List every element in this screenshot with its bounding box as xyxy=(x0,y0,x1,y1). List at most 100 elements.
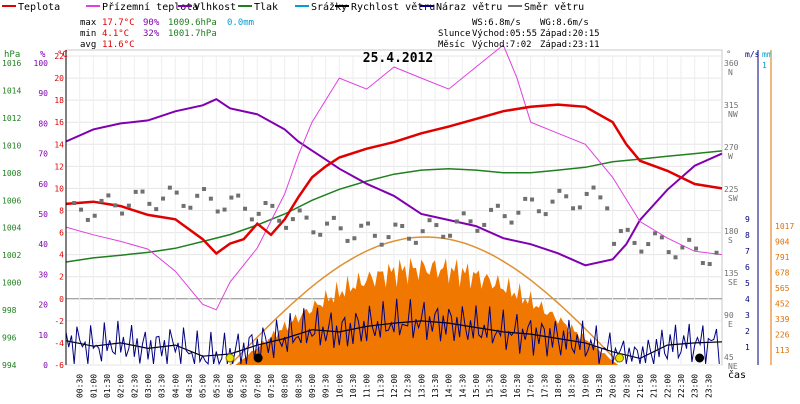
unit-time: čas xyxy=(728,369,746,381)
wind-direction-point xyxy=(270,203,275,208)
hum-tick-label: 10 xyxy=(38,331,48,340)
wind-direction-point xyxy=(598,195,603,200)
time-tick-label: 18:00 xyxy=(554,374,563,398)
stat-min-temp: 4.1°C xyxy=(102,29,129,39)
wind-direction-point xyxy=(495,203,500,208)
time-tick-label: 10:00 xyxy=(335,374,344,398)
wind-direction-point xyxy=(379,242,384,247)
hum-tick-label: 30 xyxy=(38,270,48,279)
stat-moon-set: Západ:23:11 xyxy=(540,40,600,50)
dir-tick-deg: 315 xyxy=(724,101,739,110)
wind-direction-point xyxy=(454,219,459,224)
ms-tick-label: 5 xyxy=(745,279,750,288)
wind-direction-point xyxy=(413,240,418,245)
wind-direction-point xyxy=(509,220,514,225)
temp-tick-label: 4 xyxy=(59,251,64,260)
time-tick-label: 06:00 xyxy=(226,374,235,398)
hum-tick-label: 100 xyxy=(34,59,49,68)
wind-direction-point xyxy=(632,240,637,245)
time-tick-label: 20:00 xyxy=(609,374,618,398)
ms-tick-label: 8 xyxy=(745,231,750,240)
wind-direction-point xyxy=(325,221,330,226)
temp-tick-label: 16 xyxy=(54,118,64,127)
stat-wg: WG:8.6m/s xyxy=(540,18,589,28)
wind-direction-point xyxy=(345,238,350,243)
legend-naraz: Náraz větru xyxy=(436,1,502,13)
time-tick-label: 13:30 xyxy=(431,374,440,398)
mm-top-tick: 1 xyxy=(762,61,767,70)
wind-direction-point xyxy=(407,236,412,241)
axis-layer: 2220181614121086420-2-4-6100908070605040… xyxy=(2,50,794,398)
dir-tick-deg: 135 xyxy=(724,269,739,278)
wind-direction-point xyxy=(502,214,507,219)
time-tick-label: 11:30 xyxy=(376,374,385,398)
wm2-tick-label: 339 xyxy=(775,315,790,324)
wind-direction-point xyxy=(338,226,343,231)
wind-direction-point xyxy=(434,223,439,228)
wind-direction-point xyxy=(441,234,446,239)
hum-tick-label: 0 xyxy=(43,361,48,370)
wind-direction-point xyxy=(188,205,193,210)
dir-tick-deg: 360 xyxy=(724,59,739,68)
dir-tick-name: S xyxy=(728,236,733,245)
wind-direction-point xyxy=(304,215,309,220)
wind-direction-point xyxy=(92,213,97,218)
stat-avg-label: avg xyxy=(80,40,96,50)
series-wind-gust xyxy=(65,298,720,366)
solar-area xyxy=(235,257,619,365)
wind-direction-point xyxy=(181,203,186,208)
time-tick-label: 19:00 xyxy=(581,374,590,398)
wind-direction-point xyxy=(707,262,712,267)
wind-direction-point xyxy=(120,211,125,216)
stat-ws: WS:6.8m/s xyxy=(472,18,521,28)
wind-direction-point xyxy=(577,205,582,210)
ms-tick-label: 9 xyxy=(745,215,750,224)
wind-direction-point xyxy=(557,188,562,193)
stat-min-hum: 32% xyxy=(143,29,160,39)
wind-direction-point xyxy=(331,215,336,220)
time-tick-label: 03:30 xyxy=(158,374,167,398)
dir-tick-deg: 45 xyxy=(724,353,734,362)
wind-direction-point xyxy=(106,193,111,198)
time-tick-label: 06:30 xyxy=(240,374,249,398)
stats-block: max 17.7°C 90% 1009.6hPa 0.0mm min 4.1°C… xyxy=(80,18,600,50)
series-layer xyxy=(65,44,723,366)
wm2-tick-label: 678 xyxy=(775,269,790,278)
dir-tick-deg: 90 xyxy=(724,311,734,320)
dir-tick-name: NE xyxy=(728,362,738,371)
time-tick-label: 12:30 xyxy=(404,374,413,398)
wind-direction-point xyxy=(536,209,541,214)
wind-direction-point xyxy=(318,232,323,237)
hum-tick-label: 80 xyxy=(38,119,48,128)
time-tick-label: 20:30 xyxy=(622,374,631,398)
stat-moon-rise: Východ:7:02 xyxy=(472,40,532,50)
wind-direction-point xyxy=(154,207,159,212)
wm2-tick-label: 904 xyxy=(775,238,790,247)
wind-direction-point xyxy=(420,229,425,234)
ms-tick-label: 2 xyxy=(745,327,750,336)
wind-direction-point xyxy=(366,221,371,226)
hpa-tick-label: 996 xyxy=(2,334,17,343)
ms-tick-label: 1 xyxy=(745,343,750,352)
wind-direction-point xyxy=(311,230,316,235)
wind-direction-point xyxy=(659,235,664,240)
wind-direction-point xyxy=(72,201,77,206)
stat-moon-label: Měsíc xyxy=(438,40,465,50)
time-tick-label: 02:30 xyxy=(130,374,139,398)
hum-tick-label: 50 xyxy=(38,210,48,219)
wind-direction-point xyxy=(564,194,569,199)
hpa-tick-label: 1014 xyxy=(2,86,21,95)
time-tick-label: 07:00 xyxy=(253,374,262,398)
time-tick-label: 12:00 xyxy=(390,374,399,398)
chart-title: 25.4.2012 xyxy=(363,51,433,66)
legend-vlhkost: Vlhkost xyxy=(194,2,236,13)
stat-min-press: 1001.7hPa xyxy=(168,29,217,39)
series-temperature xyxy=(65,103,723,256)
wind-direction-point xyxy=(625,227,630,232)
legend-prizemni: Přízemní teplota xyxy=(102,1,198,13)
wind-direction-point xyxy=(489,207,494,212)
wind-direction-point xyxy=(79,207,84,212)
sunset-marker xyxy=(615,353,624,363)
